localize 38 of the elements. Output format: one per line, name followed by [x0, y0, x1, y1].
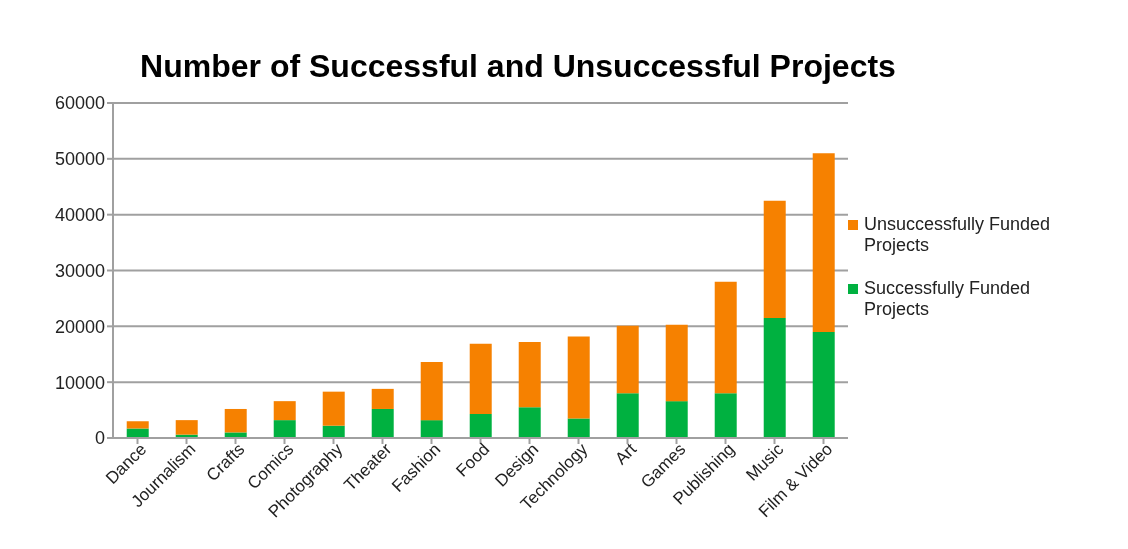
bar [763, 317, 786, 438]
bar [273, 401, 296, 421]
bar [469, 343, 492, 414]
y-tick-label: 30000 [54, 260, 105, 281]
bar [420, 362, 443, 421]
bar [567, 418, 590, 438]
bar [273, 420, 296, 438]
bar [714, 281, 737, 394]
bar [371, 408, 394, 438]
bar [567, 336, 590, 419]
bar [518, 341, 541, 408]
y-tick-label: 40000 [54, 205, 105, 226]
bar [224, 408, 247, 433]
legend-label: Successfully Funded Projects [864, 278, 1032, 320]
bar [763, 200, 786, 318]
bar [126, 421, 149, 429]
y-tick-label: 20000 [54, 316, 105, 337]
bar [322, 425, 345, 438]
bar [175, 420, 198, 435]
bar [665, 401, 688, 438]
bar [420, 420, 443, 438]
y-tick-label: 10000 [54, 372, 105, 393]
legend-label: Unsuccessfully Funded Projects [864, 214, 1052, 256]
bar [812, 153, 835, 332]
chart-title: Number of Successful and Unsuccessful Projects [139, 48, 897, 85]
bar [714, 393, 737, 438]
bar [518, 407, 541, 438]
bar [469, 413, 492, 438]
bar [616, 393, 639, 438]
bar [371, 388, 394, 409]
bar [616, 325, 639, 394]
y-tick-label: 60000 [54, 93, 105, 114]
bar [665, 324, 688, 402]
x-tick-label: Art [611, 439, 641, 469]
y-tick-label: 50000 [54, 149, 105, 170]
bar [322, 391, 345, 426]
y-tick-label: 0 [94, 428, 105, 449]
bar [812, 331, 835, 438]
